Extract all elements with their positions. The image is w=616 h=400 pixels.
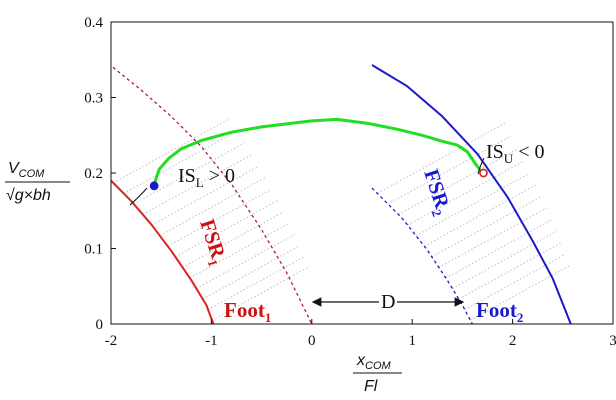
hatch-line-0-12: [123, 130, 238, 194]
hatch-line-0-5: [182, 211, 284, 268]
isl-leader-line: [129, 187, 148, 206]
hatch-region: [113, 118, 570, 321]
isu-point: [479, 168, 488, 178]
distance-label: D: [381, 291, 395, 313]
hatch-line-0-0: [211, 265, 311, 321]
x-label-denominator: Fl: [364, 378, 378, 395]
fsr2-label: FSR2: [416, 166, 456, 218]
hatch-line-0-4: [189, 222, 290, 279]
svg-text:VCOM: VCOM: [8, 160, 45, 180]
distance-label-bg: [379, 292, 397, 312]
x-tick-label: 0: [308, 333, 316, 349]
fsr2-boundary-line: [371, 187, 473, 324]
y-label-numerator: V: [8, 160, 20, 177]
y-label-numerator-sub: COM: [19, 168, 46, 180]
hatch-line-0-13: [113, 118, 231, 184]
x-tick-label: 1: [408, 333, 416, 349]
hatch-line-1-7: [424, 184, 536, 247]
isl-annotation: ISL > 0: [178, 165, 235, 190]
hatch-line-1-8: [415, 172, 530, 237]
y-axis-label: VCOM √g×bh: [5, 160, 70, 204]
fsr1-label: FSR1: [192, 216, 232, 268]
hatch-line-1-10: [398, 148, 518, 215]
hatch-line-1-4: [445, 218, 553, 279]
foot2-label: Foot2: [476, 298, 523, 325]
hatch-line-1-6: [431, 196, 542, 258]
isl-point: [149, 181, 159, 191]
hatch-line-0-6: [175, 200, 278, 258]
x-tick-label: -2: [105, 333, 118, 349]
hatch-line-0-7: [167, 188, 272, 247]
foot1-boundary-line: [111, 179, 215, 324]
x-axis-label: xCOM Fl: [353, 352, 402, 395]
x-tick-label: 2: [509, 333, 517, 349]
isu-annotation: ISU < 0: [486, 141, 544, 166]
y-tick-label: 0.1: [84, 242, 103, 258]
y-tick-label: 0.2: [84, 166, 103, 182]
svg-text:xCOM: xCOM: [356, 352, 392, 372]
hatch-line-1-1: [464, 254, 566, 311]
hatch-line-1-3: [452, 230, 557, 289]
y-tick-label: 0: [96, 317, 104, 333]
x-label-numerator: x: [356, 352, 366, 369]
hatch-line-0-8: [159, 177, 266, 237]
hatch-line-1-11: [387, 135, 512, 205]
x-tick-label: 3: [609, 333, 616, 349]
hatch-line-0-11: [133, 142, 245, 205]
fsr1-boundary-line: [112, 66, 313, 324]
foot1-label: Foot1: [224, 298, 271, 325]
foot2-boundary-line: [371, 64, 572, 324]
x-tick-label: -1: [205, 333, 218, 349]
hatch-line-1-0: [470, 265, 570, 321]
com-trajectory-line: [152, 117, 484, 185]
y-label-denominator: √g×bh: [6, 187, 51, 204]
y-tick-label: 0.3: [84, 91, 103, 107]
hatch-line-1-2: [458, 242, 562, 300]
isu-leader-line: [477, 157, 485, 175]
y-tick-label: 0.4: [84, 15, 103, 31]
x-label-numerator-sub: COM: [365, 360, 392, 372]
hatch-line-0-3: [196, 234, 295, 289]
